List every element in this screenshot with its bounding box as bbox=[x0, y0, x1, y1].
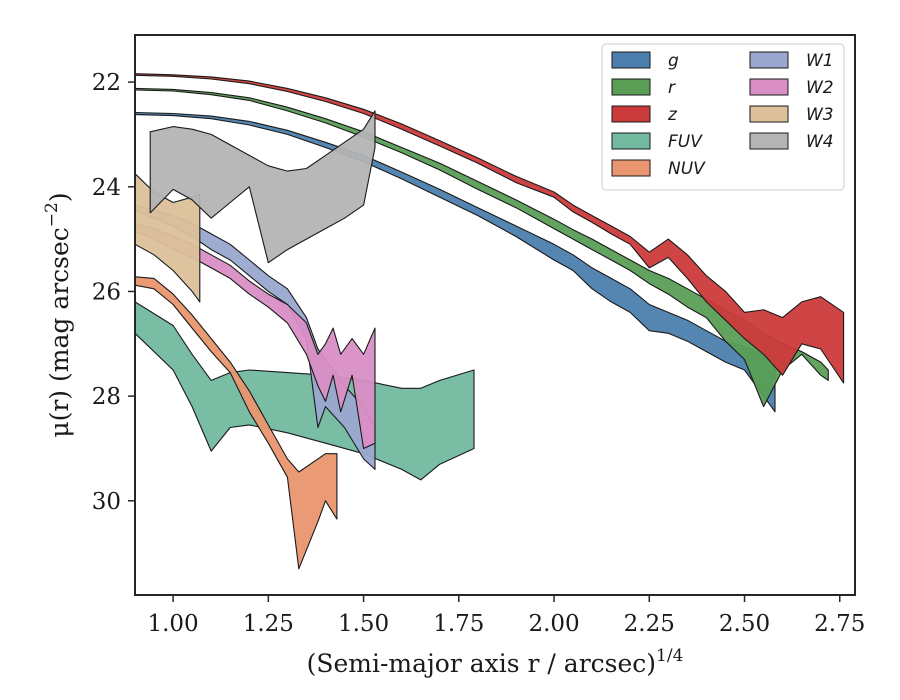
x-tick-label: 1.50 bbox=[338, 611, 389, 637]
x-tick-label: 2.25 bbox=[624, 611, 675, 637]
band-nuv bbox=[135, 276, 338, 570]
x-axis: 1.00 1.25 1.50 1.75 2.00 2.25 2.50 2.75 bbox=[147, 595, 865, 637]
band-z bbox=[135, 73, 845, 384]
y-tick-label: 22 bbox=[92, 70, 121, 96]
series-layer bbox=[135, 73, 845, 570]
band-w4 bbox=[149, 110, 376, 264]
plot-frame bbox=[134, 34, 856, 596]
legend-label-w1: W1 bbox=[806, 51, 834, 71]
legend-swatch-fuv bbox=[611, 132, 651, 150]
legend-label-w3: W3 bbox=[806, 105, 834, 125]
legend-label-w2: W2 bbox=[806, 78, 834, 98]
legend-swatch-z bbox=[611, 105, 651, 123]
legend-label-w4: W4 bbox=[806, 132, 834, 152]
x-tick-label: 1.25 bbox=[243, 611, 294, 637]
x-tick-label: 2.75 bbox=[814, 611, 865, 637]
legend-swatch-w2 bbox=[749, 78, 789, 96]
x-tick-label: 1.75 bbox=[433, 611, 484, 637]
x-axis-label: (Semi-major axis r / arcsec)1/4 bbox=[307, 646, 684, 678]
legend-swatch-g bbox=[611, 51, 651, 69]
y-tick-label: 30 bbox=[92, 489, 121, 515]
legend-swatch-nuv bbox=[611, 159, 651, 177]
legend-swatch-r bbox=[611, 78, 651, 96]
legend-swatch-w4 bbox=[749, 132, 789, 150]
x-tick-label: 2.00 bbox=[528, 611, 579, 637]
legend-swatch-w1 bbox=[749, 51, 789, 69]
band-w2 bbox=[135, 222, 376, 450]
legend-swatch-w3 bbox=[749, 105, 789, 123]
x-tick-label: 1.00 bbox=[147, 611, 198, 637]
y-tick-label: 26 bbox=[92, 279, 121, 305]
y-axis: 22 24 26 28 30 bbox=[92, 70, 135, 515]
legend-label-fuv: FUV bbox=[668, 132, 703, 152]
band-g bbox=[135, 111, 776, 413]
legend-label-g: g bbox=[668, 51, 679, 71]
legend: grz FUV NUV W1 W2 W3 W4 bbox=[601, 43, 845, 191]
legend-label-r: r bbox=[668, 78, 676, 98]
y-axis-label: μ(r) (mag arcsec−2) bbox=[42, 192, 74, 437]
band-w1 bbox=[135, 204, 376, 470]
band-r bbox=[135, 87, 829, 408]
legend-label-z: z bbox=[667, 105, 678, 125]
y-tick-label: 24 bbox=[92, 175, 121, 201]
legend-label-nuv: NUV bbox=[668, 159, 706, 179]
x-tick-label: 2.50 bbox=[719, 611, 770, 637]
y-tick-label: 28 bbox=[92, 384, 121, 410]
